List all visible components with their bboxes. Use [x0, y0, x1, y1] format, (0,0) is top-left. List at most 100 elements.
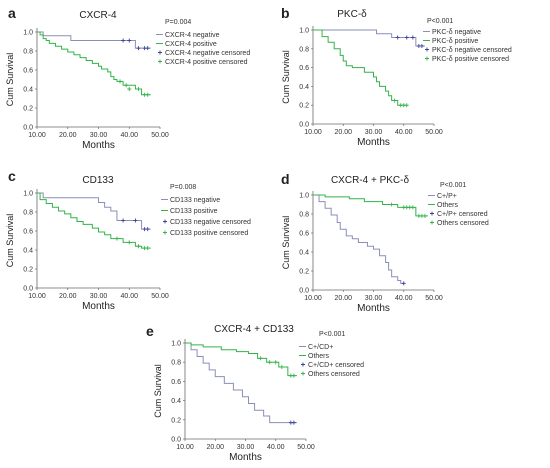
p-value: P=0.008 [170, 184, 196, 191]
y-tick-label: 1.0 [23, 191, 33, 198]
censor-mark [404, 35, 409, 40]
censor-mark [258, 356, 263, 361]
legend-censor-swatch [425, 47, 429, 52]
legend-entry: CXCR-4 negative [165, 32, 220, 39]
legend-entry: PKC-δ negative censored [432, 47, 512, 54]
y-tick-label: 0.2 [299, 103, 309, 110]
legend-censor-swatch [163, 219, 167, 224]
y-tick-label: 0.4 [23, 248, 33, 255]
censor-mark [404, 103, 409, 108]
survival-curve-2 [185, 342, 297, 377]
x-axis-label: Months [357, 137, 390, 148]
y-tick-label: 0.8 [171, 360, 181, 367]
y-tick-label: 0.6 [23, 68, 33, 75]
chart-title: CD133 [82, 175, 114, 186]
censor-mark [145, 246, 150, 251]
x-tick-label: 30.00 [237, 444, 255, 451]
legend-censor-swatch [158, 59, 162, 64]
panel-a: a CXCR-4 P=0.004 0.0 0.2 0.4 0.6 0.8 1.0 10.00 20.… [5, 5, 250, 151]
x-axis-label: Months [229, 452, 262, 463]
y-tick-label: 0.6 [299, 65, 309, 72]
survival-curve-2 [313, 194, 428, 217]
legend-entry: CXCR-4 negative censored [165, 50, 250, 57]
x-tick-label: 50.00 [297, 444, 315, 451]
x-tick-label: 50.00 [425, 295, 443, 302]
censor-mark [392, 98, 397, 103]
legend-entry: Others censored [308, 371, 360, 378]
panel-d: d CXCR-4 + PKC-δ P<0.001 0.0 0.2 0.4 0.6 0.8 1.0… [281, 171, 489, 314]
legend-censor-swatch [430, 211, 434, 216]
p-value: P<0.001 [427, 18, 453, 25]
censor-mark [291, 373, 296, 378]
legend-entry: CD133 positive censored [170, 230, 248, 237]
y-tick-label: 1.0 [299, 193, 309, 200]
legend-censor-swatch [301, 362, 305, 367]
y-tick-label: 1.0 [23, 30, 33, 37]
y-axis-label: Cum Survival [153, 364, 163, 418]
x-tick-label: 20.00 [59, 293, 77, 300]
y-tick-label: 0.4 [23, 87, 33, 94]
x-tick-label: 40.00 [395, 129, 413, 136]
x-tick-label: 20.00 [206, 444, 224, 451]
y-tick-label: 0.4 [171, 398, 181, 405]
censor-mark [136, 46, 141, 51]
x-tick-label: 40.00 [120, 293, 138, 300]
x-tick-label: 20.00 [59, 132, 77, 139]
panel-letter: a [8, 5, 16, 21]
y-axis-label: Cum Survival [281, 50, 291, 104]
x-tick-label: 10.00 [304, 129, 322, 136]
censor-mark [121, 218, 126, 223]
panel-letter: d [281, 171, 290, 187]
legend-entry: PKC-δ positive [432, 38, 478, 45]
y-tick-label: 0.4 [299, 250, 309, 257]
censor-mark [410, 35, 415, 40]
survival-curve-1 [313, 29, 425, 47]
censor-mark [114, 236, 119, 241]
censor-mark [410, 205, 415, 210]
y-axis-label: Cum Survival [281, 216, 291, 270]
x-tick-label: 10.00 [28, 132, 46, 139]
y-tick-label: 0.8 [299, 46, 309, 53]
survival-curve-2 [37, 31, 151, 96]
legend-entry: CD133 negative censored [170, 219, 251, 226]
panel-letter: e [146, 323, 154, 339]
legend-censor-swatch [158, 50, 162, 55]
censor-mark [133, 218, 138, 223]
censor-mark [127, 240, 132, 245]
p-value: P=0.004 [165, 19, 191, 26]
censor-mark [291, 420, 296, 425]
censor-mark [145, 46, 150, 51]
y-tick-label: 0.0 [23, 125, 33, 132]
panel-e: e CXCR-4 + CD133 P<0.001 0.0 0.2 0.4 0.6 0.8 1.0… [146, 323, 364, 463]
censor-mark [136, 87, 141, 91]
legend-censor-swatch [301, 371, 305, 376]
censor-mark [401, 281, 406, 286]
legend-entry: Others [437, 202, 459, 209]
y-tick-label: 0.0 [299, 122, 309, 129]
chart-title: PKC-δ [337, 9, 367, 20]
survival-curve-1 [313, 194, 404, 284]
x-axis-label: Months [82, 140, 115, 151]
legend-entry: C+/P+ [437, 193, 457, 200]
x-tick-label: 10.00 [304, 295, 322, 302]
y-tick-label: 0.0 [171, 437, 181, 444]
legend-entry: CD133 negative [170, 197, 220, 204]
x-tick-label: 20.00 [334, 129, 352, 136]
censor-mark [136, 244, 141, 249]
legend-entry: Others [308, 353, 330, 360]
x-tick-label: 40.00 [267, 444, 285, 451]
legend-entry: Others censored [437, 220, 489, 227]
survival-curve-1 [37, 192, 151, 230]
y-tick-label: 0.0 [299, 288, 309, 295]
censor-mark [124, 83, 129, 88]
panel-c: c CD133 P=0.008 0.0 0.2 0.4 0.6 0.8 1.0 10.00 20.0… [5, 168, 251, 312]
panel-letter: c [8, 168, 16, 184]
legend-entry: CXCR-4 positive censored [165, 59, 248, 66]
censor-mark [127, 38, 132, 43]
censor-mark [419, 43, 424, 48]
censor-mark [145, 227, 150, 232]
legend-censor-swatch [163, 230, 167, 235]
y-tick-label: 1.0 [299, 28, 309, 35]
legend-entry: CXCR-4 positive [165, 41, 217, 48]
